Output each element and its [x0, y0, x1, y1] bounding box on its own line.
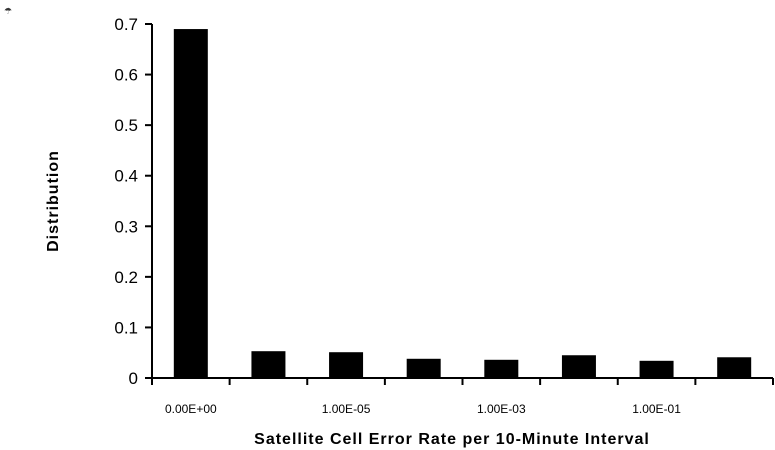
y-axis-title: Distribution: [45, 150, 62, 252]
corner-mark: ☂: [4, 7, 12, 17]
x-tick-label-4: 1.00E-03: [477, 402, 526, 416]
x-tick-label-2: 1.00E-05: [322, 402, 371, 416]
bar-5: [561, 355, 596, 378]
x-axis-title: Satellite Cell Error Rate per 10-Minute …: [254, 431, 650, 448]
y-tick-label-7: 0.7: [114, 15, 138, 34]
x-tick-label-0: 0.00E+00: [165, 402, 217, 416]
y-tick-label-5: 0.5: [114, 116, 138, 135]
y-tick-label-0: 0: [129, 369, 138, 388]
bar-2: [329, 352, 364, 378]
y-tick-label-3: 0.3: [114, 217, 138, 236]
y-tick-label-4: 0.4: [114, 167, 138, 186]
bar-7: [717, 357, 752, 378]
plot-area: 0 0.1 0.2 0.3 0.4 0.5 0.6 0.7 0.00E+00 1.00E-05 1.…: [114, 15, 774, 416]
bar-4: [484, 359, 519, 378]
y-tick-label-1: 0.1: [114, 318, 138, 337]
y-tick-label-6: 0.6: [114, 66, 138, 85]
bar-1: [251, 351, 286, 378]
bar-0: [173, 29, 208, 379]
y-tick-label-2: 0.2: [114, 268, 138, 287]
x-tick-label-6: 1.00E-01: [632, 402, 681, 416]
bar-6: [639, 360, 674, 378]
bar-3: [406, 358, 441, 378]
